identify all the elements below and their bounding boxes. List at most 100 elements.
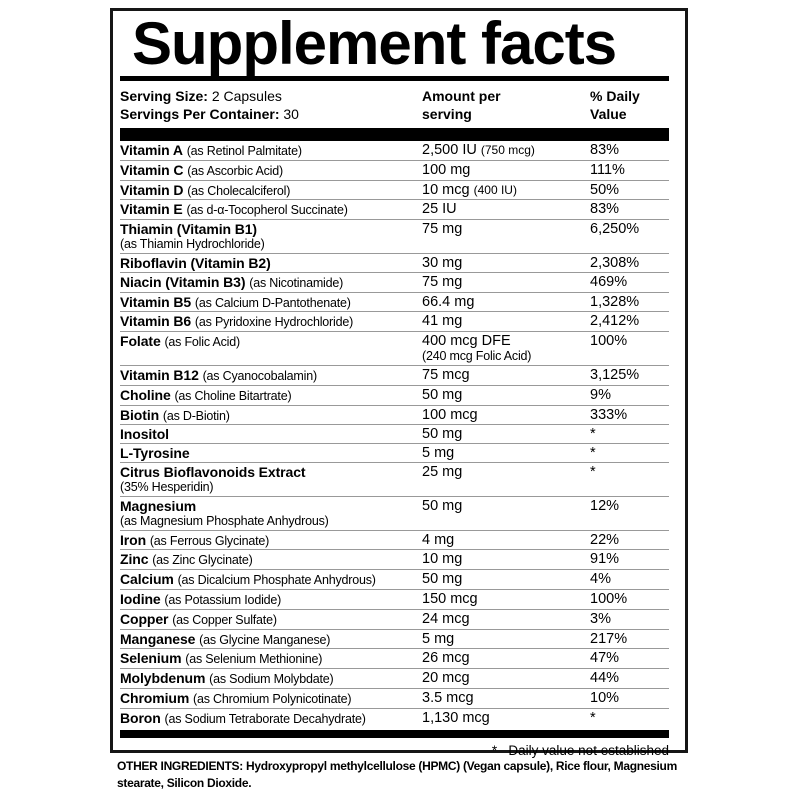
nutrient-source: (as Chromium Polynicotinate) [193,691,352,706]
nutrient-dv-value: 469% [590,273,628,290]
nutrient-dv-value: * [590,709,596,726]
nutrient-amount: 24 mcg [422,610,470,627]
nutrient-name: Inositol [120,426,169,443]
servings-per-container-label: Servings Per Container: [120,106,280,122]
table-row: Vitamin C (as Ascorbic Acid) 100 mg 111% [120,161,669,181]
nutrient-amount-cell: 100 mcg [422,406,590,424]
nutrient-name: Magnesium [120,497,197,514]
panel-title: Supplement facts [132,10,617,77]
nutrient-dv-value: 2,308% [590,254,640,271]
nutrient-amount-cell: 100 mg [422,162,590,179]
nutrient-dv-cell: 10% [590,691,669,707]
nutrient-dv-cell: 4% [590,572,669,588]
nutrient-name-cell: Chromium (as Chromium Polynicotinate) [120,691,422,707]
table-row: Choline (as Choline Bitartrate) 50 mg 9% [120,386,669,406]
nutrient-name-cell: L-Tyrosine [120,446,422,461]
nutrient-name: Vitamin C [120,161,184,178]
dv-footnote: * Daily value not established [491,742,669,758]
nutrient-name-cell: Molybdenum (as Sodium Molybdate) [120,671,422,687]
nutrient-amount-cell: 20 mcg [422,671,590,687]
nutrient-name-cell: Inositol [120,427,422,442]
table-row: Molybdenum (as Sodium Molybdate) 20 mcg … [120,669,669,689]
nutrient-dv-cell: 50% [590,181,669,199]
supplement-facts-panel: Supplement facts Serving Size: 2 Capsule… [110,8,688,758]
nutrient-amount: 10 mg [422,551,463,568]
nutrient-amount-note: (400 IU) [473,182,517,197]
nutrient-name: Biotin [120,406,160,423]
other-ingredients-label: OTHER INGREDIENTS: [117,759,243,773]
nutrient-name: Iron [120,531,147,548]
nutrient-name: Vitamin B6 [120,313,192,330]
nutrient-dv-value: 333% [590,406,628,423]
nutrient-name: Folate [120,333,161,350]
nutrient-name: Chromium [120,689,190,706]
table-row: Zinc (as Zinc Glycinate) 10 mg 91% [120,550,669,571]
nutrient-amount: 50 mg [422,386,463,403]
nutrient-name: L-Tyrosine [120,445,190,462]
nutrient-dv-value: 217% [590,630,628,647]
nutrient-amount: 10 mcg [422,181,470,198]
nutrient-amount-cell: 10 mcg (400 IU) [422,181,590,199]
nutrient-name: Thiamin (Vitamin B1) [120,221,257,238]
nutrient-dv-value: 50% [590,181,620,198]
table-row: Chromium (as Chromium Polynicotinate) 3.… [120,689,669,709]
nutrient-name: Calcium [120,571,174,588]
nutrient-source: (as Pyridoxine Hydrochloride) [194,315,354,330]
serving-size-line: Serving Size: 2 Capsules [120,87,422,105]
nutrient-dv-value: 111% [590,161,625,178]
table-row: Magnesium (as Magnesium Phosphate Anhydr… [120,497,669,531]
table-row: Vitamin E (as d-α-Tocopherol Succinate) … [120,200,669,221]
nutrient-amount: 75 mg [422,273,463,290]
table-row: Citrus Bioflavonoids Extract (35% Hesper… [120,463,669,497]
nutrient-dv-cell: 22% [590,532,669,549]
nutrient-name-cell: Vitamin C (as Ascorbic Acid) [120,161,422,179]
nutrient-dv-cell: 333% [590,406,669,424]
nutrient-source: (as Copper Sulfate) [172,612,277,627]
nutrient-source: (as d-α-Tocopherol Succinate) [186,203,348,218]
serving-info: Serving Size: 2 Capsules Servings Per Co… [120,87,422,123]
nutrient-amount-cell: 3.5 mcg [422,691,590,707]
nutrient-amount: 100 mcg [422,406,478,423]
nutrient-dv-value: 3% [590,610,611,627]
nutrient-source: (as Folic Acid) [164,335,240,350]
nutrient-dv-cell: 2,412% [590,314,669,330]
nutrient-dv-value: 83% [590,142,620,158]
nutrient-name-cell: Iron (as Ferrous Glycinate) [120,531,422,549]
nutrient-amount: 50 mg [422,426,463,443]
table-row: Iron (as Ferrous Glycinate) 4 mg 22% [120,531,669,551]
nutrient-source: (as Potassium Iodide) [164,592,282,607]
nutrient-name-subline: (as Thiamin Hydrochloride) [120,236,265,251]
table-row: Manganese (as Glycine Manganese) 5 mg 21… [120,630,669,650]
nutrient-name-cell: Citrus Bioflavonoids Extract (35% Hesper… [120,465,422,495]
nutrient-amount-cell: 25 IU [422,202,590,218]
servings-per-container-value: 30 [283,106,299,122]
table-row: Vitamin B12 (as Cyanocobalamin) 75 mcg 3… [120,366,669,386]
nutrient-amount: 75 mcg [422,366,470,383]
nutrient-dv-value: 12% [590,497,620,514]
nutrient-dv-value: * [590,426,596,443]
nutrient-amount-cell: 30 mg [422,256,590,271]
nutrient-dv-cell: 6,250% [590,222,669,252]
nutrient-amount: 50 mg [422,497,463,514]
nutrient-dv-value: 100% [590,333,628,350]
nutrient-name-cell: Manganese (as Glycine Manganese) [120,631,422,648]
title-divider [120,76,669,81]
nutrient-amount: 30 mg [422,254,463,271]
nutrient-dv-cell: * [590,427,669,442]
nutrient-dv-cell: 12% [590,497,669,529]
nutrient-amount-subline: (240 mcg Folic Acid) [422,348,532,363]
nutrient-dv-cell: * [590,446,669,461]
nutrient-source: (as Zinc Glycinate) [152,553,253,568]
nutrient-dv-value: 47% [590,650,620,667]
nutrient-amount-cell: 24 mcg [422,610,590,628]
nutrient-name-cell: Thiamin (Vitamin B1) (as Thiamin Hydroch… [120,222,422,252]
nutrient-amount: 5 mg [422,445,455,462]
nutrient-name-cell: Vitamin B12 (as Cyanocobalamin) [120,368,422,384]
nutrient-source: (as Choline Bitartrate) [174,388,292,403]
nutrient-name: Selenium [120,650,182,667]
table-row: Biotin (as D-Biotin) 100 mcg 333% [120,406,669,426]
table-row: Iodine (as Potassium Iodide) 150 mcg 100… [120,590,669,610]
nutrient-dv-cell: * [590,709,669,727]
nutrient-dv-cell: 3% [590,610,669,628]
nutrient-name: Zinc [120,551,149,568]
